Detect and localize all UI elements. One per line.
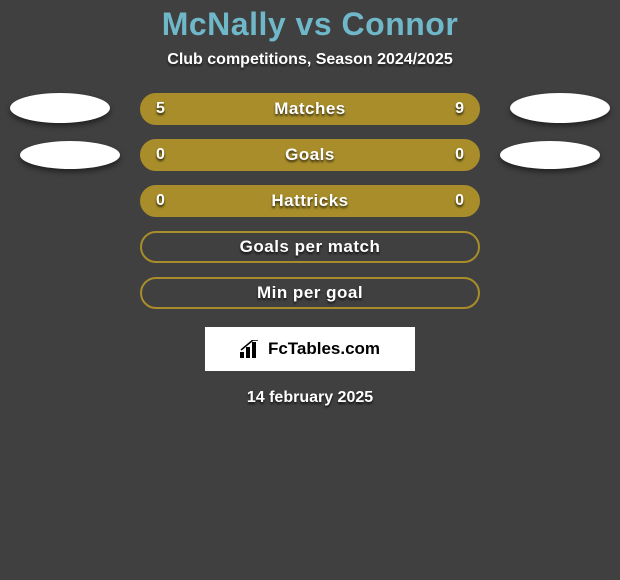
stat-row-goals-per-match: Goals per match (140, 231, 480, 263)
stat-row-matches: 5 Matches 9 (140, 93, 480, 125)
fctables-logo: FcTables.com (240, 339, 380, 359)
stat-row-hattricks: 0 Hattricks 0 (140, 185, 480, 217)
stat-value-left: 5 (156, 100, 165, 118)
player-badge-left-0 (10, 93, 110, 123)
stat-label: Goals (285, 145, 335, 165)
stat-row-goals: 0 Goals 0 (140, 139, 480, 171)
stat-value-right: 9 (455, 100, 464, 118)
source-badge[interactable]: FcTables.com (205, 327, 415, 371)
stat-value-right: 0 (455, 146, 464, 164)
stat-value-left: 0 (156, 146, 165, 164)
source-badge-text: FcTables.com (268, 339, 380, 359)
stat-row-min-per-goal: Min per goal (140, 277, 480, 309)
player-badge-right-1 (500, 141, 600, 169)
stat-label: Matches (274, 99, 346, 119)
page-title: McNally vs Connor (0, 6, 620, 43)
snapshot-date: 14 february 2025 (0, 389, 620, 407)
player-badge-right-0 (510, 93, 610, 123)
stat-value-right: 0 (455, 192, 464, 210)
bar-chart-icon (240, 340, 262, 358)
stat-label: Hattricks (271, 191, 348, 211)
stat-label: Min per goal (257, 283, 363, 303)
comparison-infographic: McNally vs Connor Club competitions, Sea… (0, 0, 620, 580)
stat-label: Goals per match (240, 237, 381, 257)
page-subtitle: Club competitions, Season 2024/2025 (0, 51, 620, 69)
stat-value-left: 0 (156, 192, 165, 210)
stats-area: 5 Matches 9 0 Goals 0 0 Hattricks 0 Goal… (0, 93, 620, 309)
player-badge-left-1 (20, 141, 120, 169)
